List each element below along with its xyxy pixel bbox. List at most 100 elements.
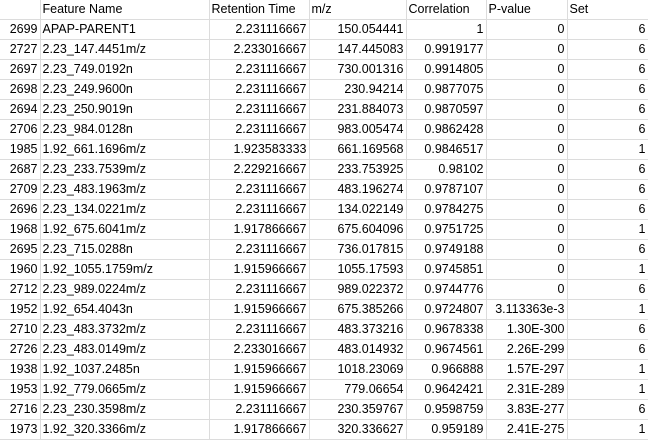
cell-p-value[interactable]: 3.83E-277 bbox=[486, 399, 568, 420]
cell-set[interactable]: 1 bbox=[567, 419, 648, 440]
cell-p-value[interactable]: 0 bbox=[486, 19, 568, 40]
cell-index[interactable]: 2727 bbox=[0, 39, 41, 60]
cell-feature-name[interactable]: 1.92_779.0665m/z bbox=[40, 379, 210, 400]
cell-correlation[interactable]: 0.9919177 bbox=[406, 39, 487, 60]
cell-correlation[interactable]: 0.9745851 bbox=[406, 259, 487, 280]
cell-mz[interactable]: 1018.23069 bbox=[309, 359, 407, 380]
cell-p-value[interactable]: 0 bbox=[486, 219, 568, 240]
cell-feature-name[interactable]: 1.92_654.4043n bbox=[40, 299, 210, 320]
cell-correlation[interactable]: 0.9914805 bbox=[406, 59, 487, 80]
cell-set[interactable]: 6 bbox=[567, 339, 648, 360]
cell-feature-name[interactable]: 2.23_483.1963m/z bbox=[40, 179, 210, 200]
cell-retention-time[interactable]: 2.233016667 bbox=[209, 339, 310, 360]
cell-correlation[interactable]: 0.9846517 bbox=[406, 139, 487, 160]
cell-set[interactable]: 6 bbox=[567, 239, 648, 260]
cell-retention-time[interactable]: 2.231116667 bbox=[209, 59, 310, 80]
cell-p-value[interactable]: 1.30E-300 bbox=[486, 319, 568, 340]
cell-correlation[interactable]: 0.9678338 bbox=[406, 319, 487, 340]
cell-index[interactable]: 1953 bbox=[0, 379, 41, 400]
cell-retention-time[interactable]: 2.233016667 bbox=[209, 39, 310, 60]
cell-correlation[interactable]: 0.9744776 bbox=[406, 279, 487, 300]
cell-retention-time[interactable]: 1.915966667 bbox=[209, 379, 310, 400]
cell-p-value[interactable]: 0 bbox=[486, 179, 568, 200]
cell-p-value[interactable]: 2.26E-299 bbox=[486, 339, 568, 360]
cell-p-value[interactable]: 1.57E-297 bbox=[486, 359, 568, 380]
cell-feature-name[interactable]: 2.23_483.0149m/z bbox=[40, 339, 210, 360]
cell-index[interactable]: 2716 bbox=[0, 399, 41, 420]
cell-retention-time[interactable]: 2.231116667 bbox=[209, 19, 310, 40]
cell-p-value[interactable]: 0 bbox=[486, 59, 568, 80]
cell-index[interactable]: 2698 bbox=[0, 79, 41, 100]
cell-index[interactable]: 2694 bbox=[0, 99, 41, 120]
cell-retention-time[interactable]: 1.915966667 bbox=[209, 259, 310, 280]
cell-index[interactable]: 2697 bbox=[0, 59, 41, 80]
cell-mz[interactable]: 134.022149 bbox=[309, 199, 407, 220]
cell-index[interactable]: 2699 bbox=[0, 19, 41, 40]
cell-feature-name[interactable]: 2.23_250.9019n bbox=[40, 99, 210, 120]
cell-retention-time[interactable]: 2.231116667 bbox=[209, 179, 310, 200]
cell-set[interactable]: 6 bbox=[567, 79, 648, 100]
cell-retention-time[interactable]: 2.231116667 bbox=[209, 119, 310, 140]
cell-p-value[interactable]: 0 bbox=[486, 259, 568, 280]
cell-correlation[interactable]: 0.9674561 bbox=[406, 339, 487, 360]
cell-correlation[interactable]: 0.9751725 bbox=[406, 219, 487, 240]
cell-feature-name[interactable]: 2.23_989.0224m/z bbox=[40, 279, 210, 300]
cell-feature-name[interactable]: 2.23_749.0192n bbox=[40, 59, 210, 80]
cell-index[interactable]: 2709 bbox=[0, 179, 41, 200]
cell-mz[interactable]: 983.005474 bbox=[309, 119, 407, 140]
cell-correlation[interactable]: 0.9784275 bbox=[406, 199, 487, 220]
cell-p-value[interactable]: 0 bbox=[486, 199, 568, 220]
cell-retention-time[interactable]: 2.231116667 bbox=[209, 199, 310, 220]
cell-mz[interactable]: 483.373216 bbox=[309, 319, 407, 340]
cell-mz[interactable]: 730.001316 bbox=[309, 59, 407, 80]
cell-correlation[interactable]: 0.9642421 bbox=[406, 379, 487, 400]
cell-p-value[interactable]: 0 bbox=[486, 119, 568, 140]
cell-mz[interactable]: 661.169568 bbox=[309, 139, 407, 160]
cell-feature-name[interactable]: 1.92_320.3366m/z bbox=[40, 419, 210, 440]
cell-correlation[interactable]: 0.9598759 bbox=[406, 399, 487, 420]
cell-feature-name[interactable]: 1.92_675.6041m/z bbox=[40, 219, 210, 240]
cell-mz[interactable]: 989.022372 bbox=[309, 279, 407, 300]
cell-feature-name[interactable]: 2.23_483.3732m/z bbox=[40, 319, 210, 340]
cell-retention-time[interactable]: 2.231116667 bbox=[209, 99, 310, 120]
cell-mz[interactable]: 675.604096 bbox=[309, 219, 407, 240]
header-cell-mz[interactable]: m/z bbox=[309, 0, 407, 20]
cell-p-value[interactable]: 0 bbox=[486, 139, 568, 160]
cell-mz[interactable]: 675.385266 bbox=[309, 299, 407, 320]
cell-mz[interactable]: 483.196274 bbox=[309, 179, 407, 200]
cell-index[interactable]: 1968 bbox=[0, 219, 41, 240]
cell-set[interactable]: 6 bbox=[567, 279, 648, 300]
cell-index[interactable]: 2706 bbox=[0, 119, 41, 140]
cell-correlation[interactable]: 0.966888 bbox=[406, 359, 487, 380]
cell-correlation[interactable]: 1 bbox=[406, 19, 487, 40]
cell-index[interactable]: 1960 bbox=[0, 259, 41, 280]
cell-p-value[interactable]: 3.113363e-3 bbox=[486, 299, 568, 320]
cell-retention-time[interactable]: 2.231116667 bbox=[209, 279, 310, 300]
cell-index[interactable]: 2710 bbox=[0, 319, 41, 340]
cell-set[interactable]: 6 bbox=[567, 19, 648, 40]
cell-p-value[interactable]: 2.41E-275 bbox=[486, 419, 568, 440]
cell-correlation[interactable]: 0.9877075 bbox=[406, 79, 487, 100]
cell-correlation[interactable]: 0.9862428 bbox=[406, 119, 487, 140]
cell-p-value[interactable]: 0 bbox=[486, 159, 568, 180]
cell-set[interactable]: 6 bbox=[567, 179, 648, 200]
header-cell-index[interactable] bbox=[0, 0, 41, 20]
cell-feature-name[interactable]: 1.92_661.1696m/z bbox=[40, 139, 210, 160]
cell-index[interactable]: 2712 bbox=[0, 279, 41, 300]
header-cell-p-value[interactable]: P-value bbox=[486, 0, 568, 20]
header-cell-correlation[interactable]: Correlation bbox=[406, 0, 487, 20]
cell-correlation[interactable]: 0.9749188 bbox=[406, 239, 487, 260]
cell-set[interactable]: 1 bbox=[567, 219, 648, 240]
cell-set[interactable]: 6 bbox=[567, 319, 648, 340]
cell-correlation[interactable]: 0.98102 bbox=[406, 159, 487, 180]
cell-feature-name[interactable]: 2.23_715.0288n bbox=[40, 239, 210, 260]
cell-retention-time[interactable]: 1.915966667 bbox=[209, 299, 310, 320]
cell-set[interactable]: 1 bbox=[567, 359, 648, 380]
cell-mz[interactable]: 779.06654 bbox=[309, 379, 407, 400]
cell-mz[interactable]: 233.753925 bbox=[309, 159, 407, 180]
cell-feature-name[interactable]: 2.23_233.7539m/z bbox=[40, 159, 210, 180]
header-cell-retention-time[interactable]: Retention Time bbox=[209, 0, 310, 20]
cell-set[interactable]: 6 bbox=[567, 119, 648, 140]
cell-correlation[interactable]: 0.9724807 bbox=[406, 299, 487, 320]
cell-feature-name[interactable]: 1.92_1055.1759m/z bbox=[40, 259, 210, 280]
